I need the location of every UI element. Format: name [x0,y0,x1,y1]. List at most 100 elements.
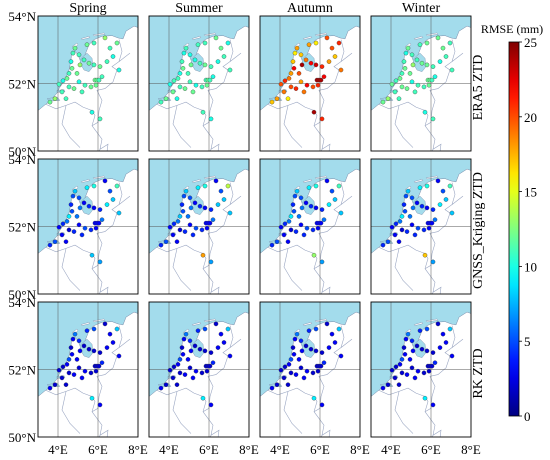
station-point [421,227,427,233]
station-point [202,205,208,211]
country-border [202,39,234,126]
station-point [91,40,97,46]
station-point [397,362,403,367]
country-border [118,195,131,205]
station-point [68,202,74,207]
station-point [319,350,325,355]
station-point [190,232,196,238]
station-point [88,227,94,233]
row-label: RK ZTD [471,348,486,398]
station-point [179,59,185,64]
station-point [308,60,314,66]
lon-tick-label: 6°E [88,442,108,457]
station-point [319,402,325,408]
country-border [321,286,331,294]
station-point [440,188,446,194]
station-point [81,200,87,206]
station-point [414,200,420,206]
station-point [318,220,324,226]
wadden-island [203,318,217,323]
station-point [424,62,430,68]
station-point [414,57,420,63]
lat-tick-label: 52°N [8,220,36,235]
station-point [298,52,304,58]
wadden-island [80,322,91,326]
lon-tick-label: 6°E [310,442,330,457]
station-point [213,321,219,327]
station-point [207,363,213,369]
season-title: Spring [69,1,106,16]
colorbar-tick-label: 15 [524,185,537,200]
panel-frame [37,15,139,152]
country-border [45,244,96,269]
station-point [336,326,342,332]
station-point [403,336,409,342]
station-point [301,89,307,95]
station-point [88,84,94,90]
wadden-island [314,32,328,37]
station-point [187,365,193,371]
country-border [156,101,207,126]
station-point [430,259,436,265]
station-point [380,99,386,105]
station-point [47,99,53,105]
station-point [313,62,319,68]
station-point [167,81,173,87]
station-point [171,78,177,84]
country-border [202,125,214,150]
station-point [417,42,423,47]
station-point [399,71,405,76]
station-point [304,368,310,374]
station-point [182,372,188,377]
station-point [208,402,214,408]
station-point [60,364,66,370]
station-point [404,229,410,234]
station-point [163,382,169,387]
station-point [311,395,317,401]
station-point [392,375,398,381]
station-point [336,40,342,46]
station-point [70,336,76,342]
station-point [110,197,116,202]
station-point [114,40,120,46]
station-point [99,74,105,79]
row-label: GNSS_Kriging ZTD [471,172,486,289]
lat-tick-label: 54°N [8,152,36,167]
wadden-island [302,36,313,40]
station-point [293,372,299,377]
station-point [218,45,224,51]
country-border [91,411,103,436]
station-point [177,357,183,362]
station-point [417,328,423,333]
station-point [179,345,185,350]
station-point [426,368,432,374]
colorbar-tick-label: 10 [524,259,537,274]
station-point [321,74,327,79]
station-point [89,252,95,258]
station-point [412,375,418,381]
station-point [188,348,194,354]
country-border [61,391,81,434]
station-point [81,57,87,63]
station-point [409,52,415,58]
station-point [76,365,82,371]
station-point [405,45,411,51]
station-point [292,193,298,199]
country-border [267,387,318,412]
station-point [435,321,441,327]
station-point [171,221,177,227]
station-point [409,195,415,201]
station-point [158,242,164,248]
station-point [93,225,99,231]
country-border [283,391,303,434]
station-point [107,331,113,337]
station-point [213,35,219,41]
country-border [118,52,131,62]
station-point [402,352,408,357]
country-border [172,391,192,434]
station-point [180,352,186,357]
station-point [326,345,332,350]
colorbar-tick-label: 0 [524,409,531,424]
panel-frame [148,158,250,295]
station-point [114,183,120,189]
